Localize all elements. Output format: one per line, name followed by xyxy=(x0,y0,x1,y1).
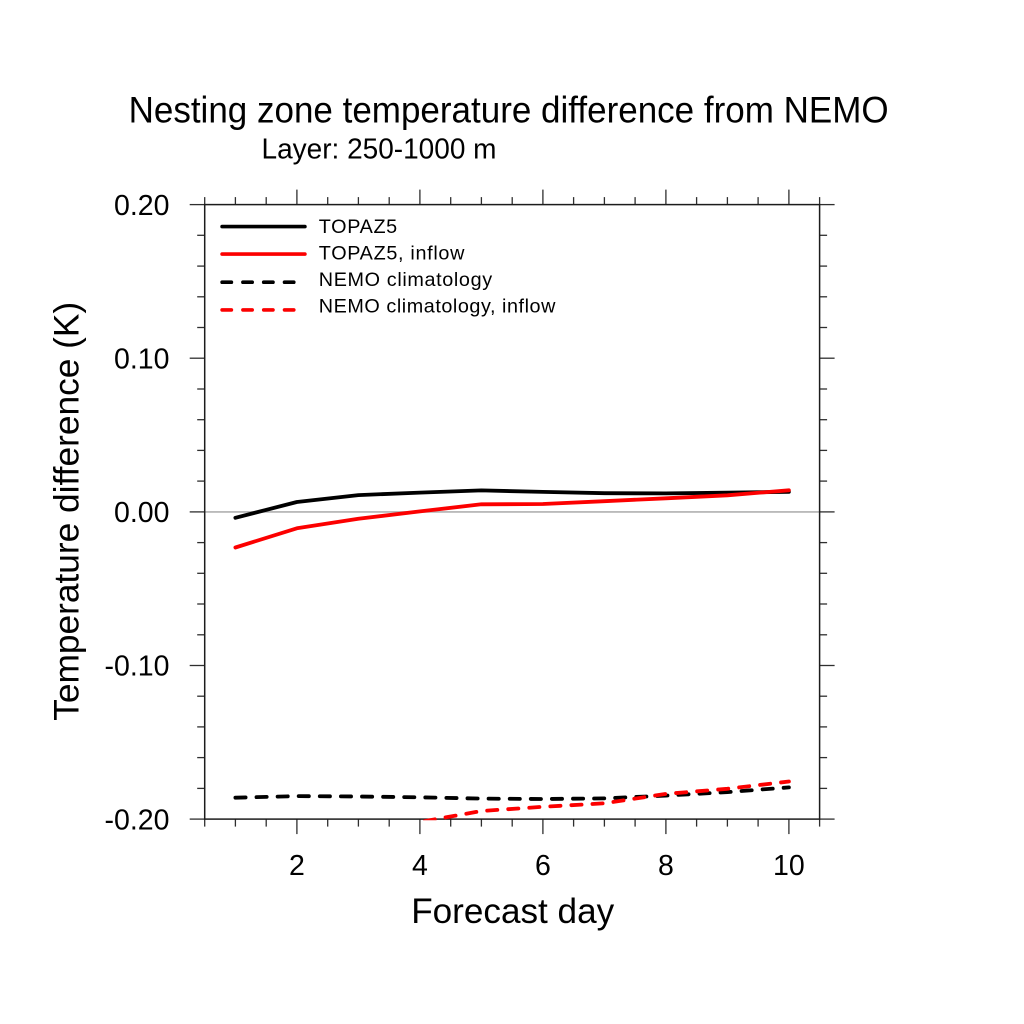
svg-text:-0.10: -0.10 xyxy=(105,651,170,683)
svg-text:10: 10 xyxy=(773,850,805,882)
svg-text:-0.20: -0.20 xyxy=(105,804,170,836)
svg-text:NEMO climatology: NEMO climatology xyxy=(319,269,492,291)
svg-text:TOPAZ5, inflow: TOPAZ5, inflow xyxy=(319,242,465,264)
svg-text:0.10: 0.10 xyxy=(114,343,169,375)
svg-text:Forecast day: Forecast day xyxy=(411,891,614,931)
svg-text:Nesting zone temperature diffe: Nesting zone temperature difference from… xyxy=(129,89,889,130)
svg-text:4: 4 xyxy=(412,850,428,882)
svg-text:6: 6 xyxy=(535,850,551,882)
svg-text:NEMO climatology, inflow: NEMO climatology, inflow xyxy=(319,296,556,318)
svg-text:8: 8 xyxy=(658,850,674,882)
svg-text:TOPAZ5: TOPAZ5 xyxy=(319,216,397,238)
svg-text:Layer: 250-1000 m: Layer: 250-1000 m xyxy=(262,134,497,166)
svg-text:2: 2 xyxy=(289,850,305,882)
svg-text:Temperature difference (K): Temperature difference (K) xyxy=(46,302,86,721)
svg-text:0.20: 0.20 xyxy=(114,190,169,222)
svg-text:0.00: 0.00 xyxy=(114,497,169,529)
